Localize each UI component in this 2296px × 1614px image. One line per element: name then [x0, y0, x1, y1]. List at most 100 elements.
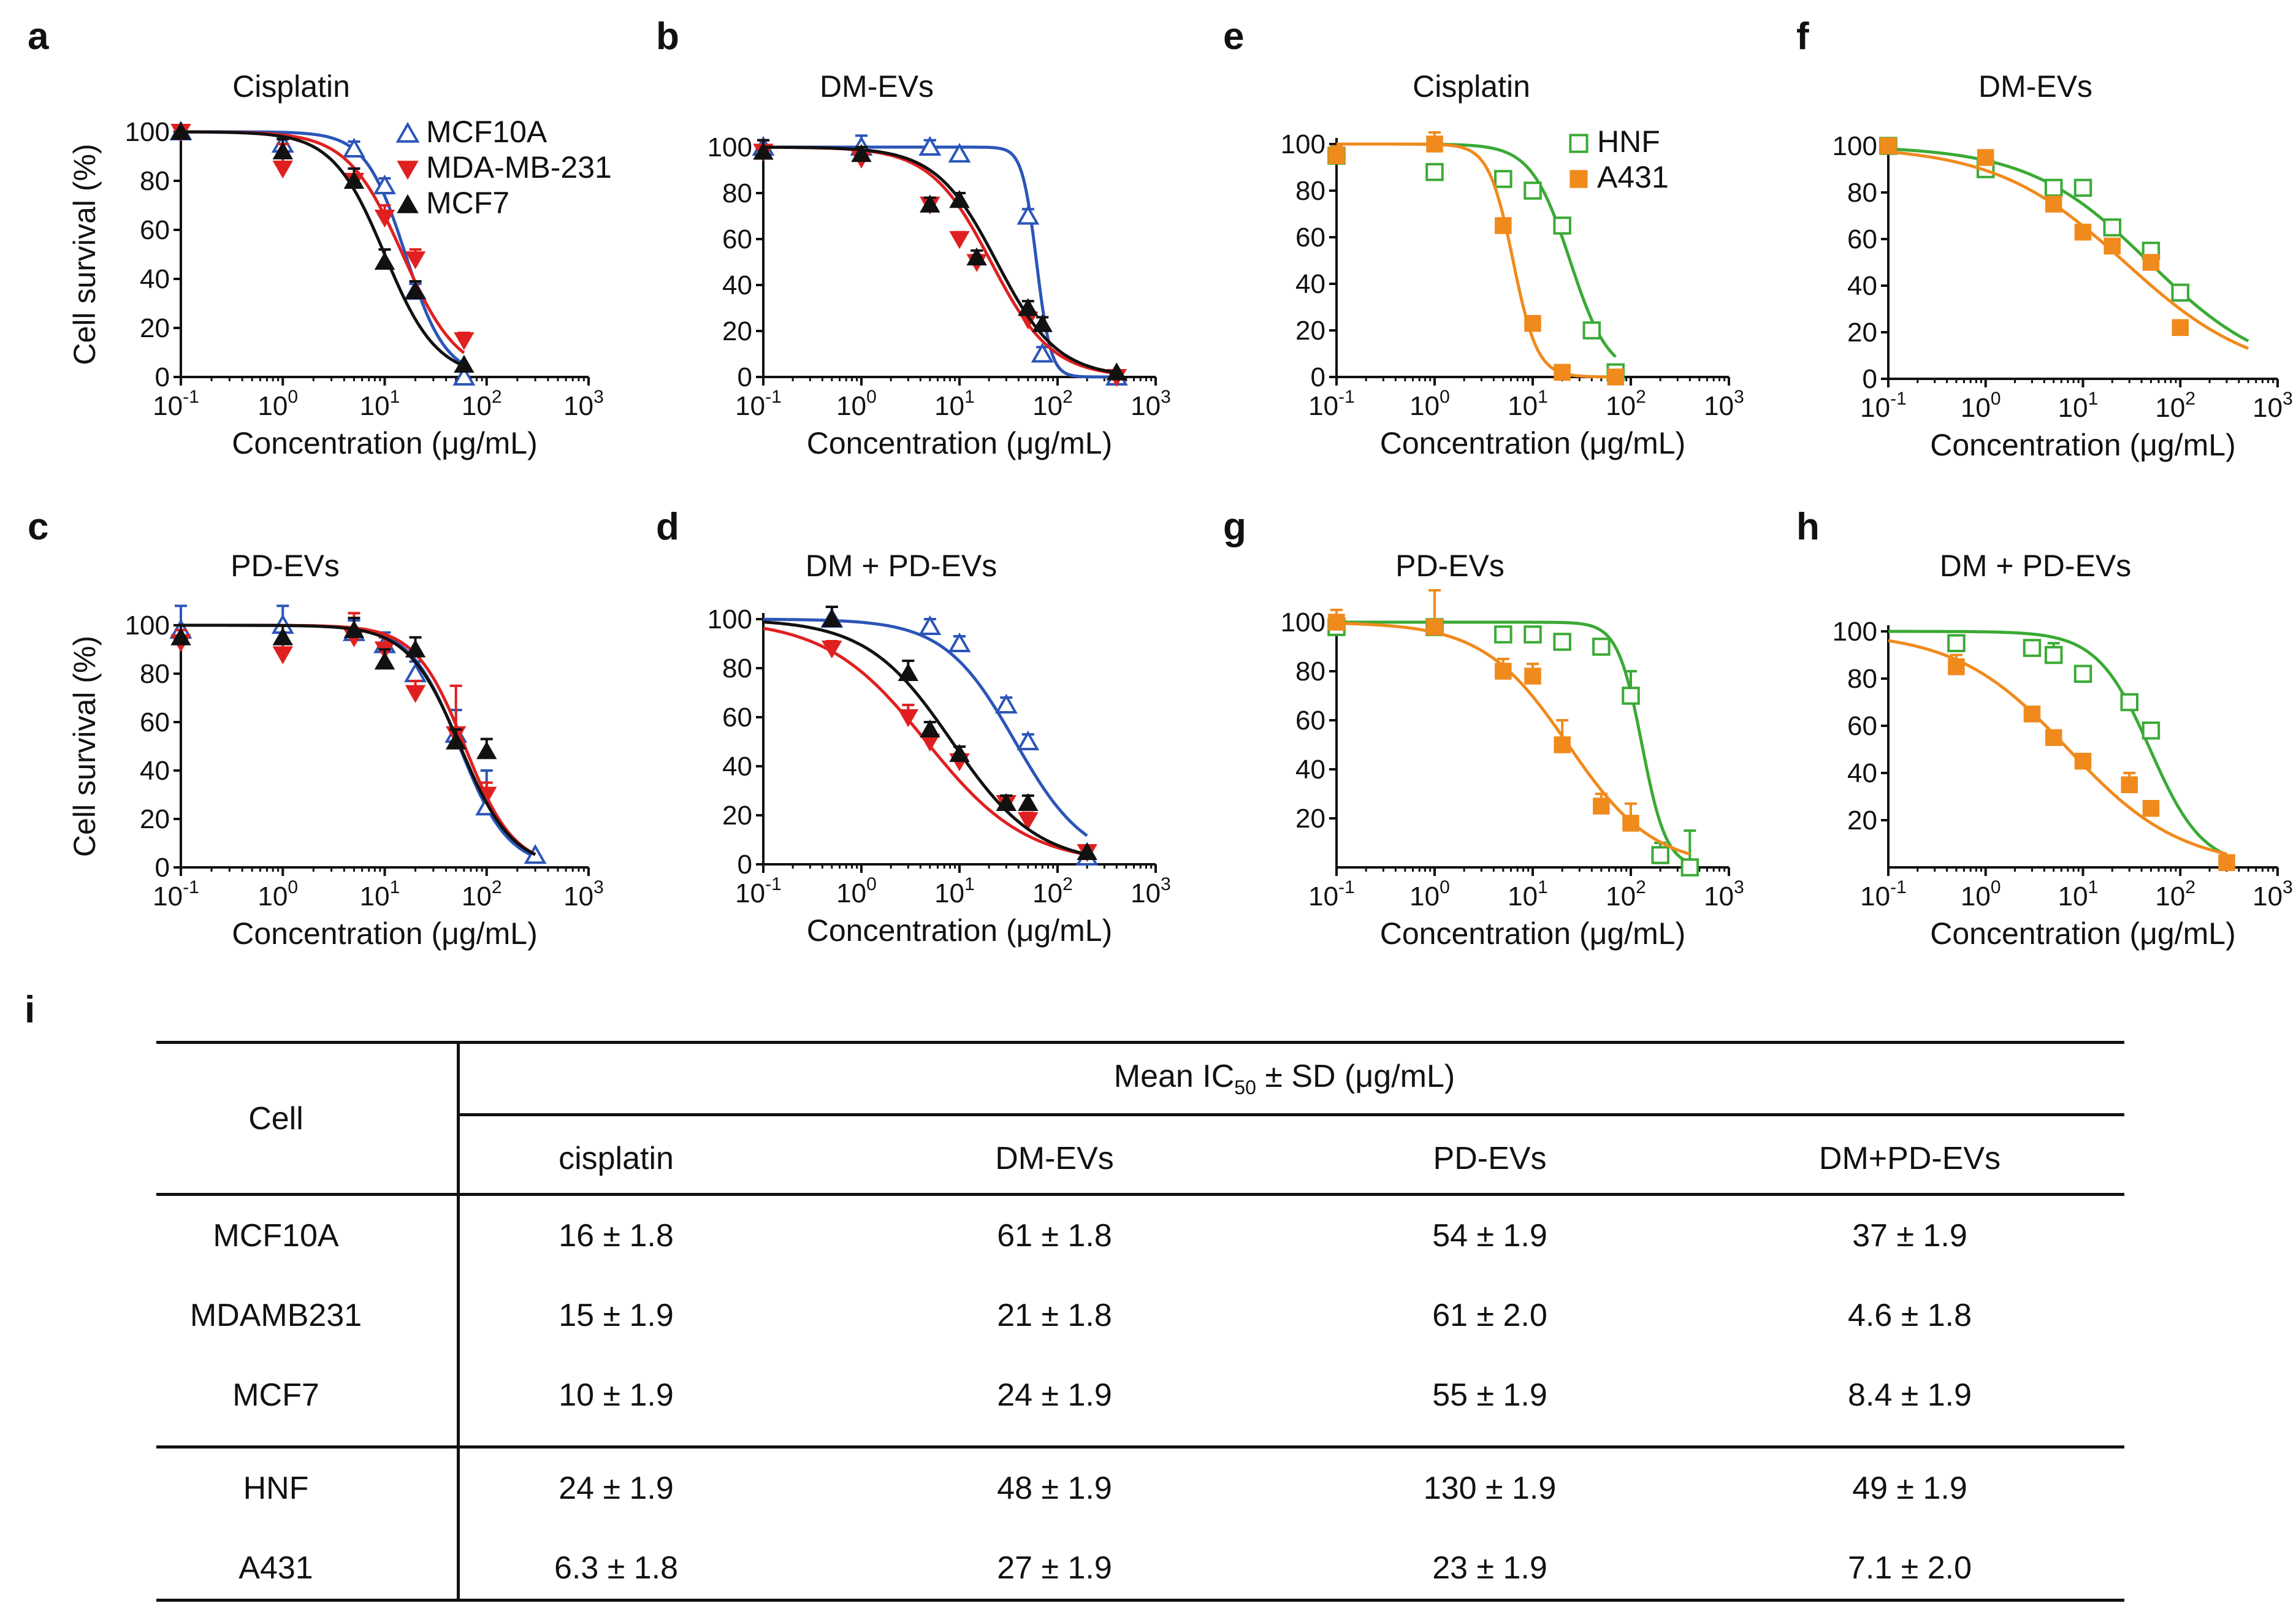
x-tick-label: 101 [360, 387, 400, 421]
x-axis-label: Concentration (μg/mL) [1930, 428, 2235, 462]
y-tick-label: 80 [140, 659, 170, 689]
table-col-header: cisplatin [559, 1141, 674, 1176]
y-tick-label: 60 [1295, 706, 1325, 736]
series-mcf7 [763, 606, 1097, 860]
chart-title: PD-EVs [1395, 549, 1505, 583]
data-point [1328, 147, 1345, 164]
x-tick-label: 10-1 [1308, 877, 1355, 912]
data-point [454, 354, 475, 373]
series-a431 [1888, 639, 2235, 872]
legend-label: HNF [1597, 124, 1660, 159]
y-tick-label: 40 [140, 264, 170, 294]
x-tick-label: 100 [1961, 389, 2001, 423]
y-tick-label: 60 [722, 702, 752, 733]
y-tick-label: 0 [1311, 362, 1325, 392]
data-point [949, 744, 970, 762]
legend-marker [397, 161, 419, 180]
table-cell: 48 ± 1.9 [997, 1471, 1112, 1506]
data-point [1494, 625, 1512, 644]
x-tick-label: 10-1 [735, 387, 782, 421]
series-hnf [1879, 137, 2249, 343]
table-col-header: PD-EVs [1433, 1141, 1547, 1176]
data-point [1607, 368, 1624, 386]
y-tick-label: 100 [125, 611, 170, 641]
y-tick-label: 60 [140, 215, 170, 245]
data-point [920, 194, 940, 213]
data-point [1106, 362, 1127, 381]
chart-title: DM-EVs [1978, 69, 2092, 104]
table-cell: 10 ± 1.9 [559, 1377, 674, 1413]
chart-panel-b: b DM-EVs 0 20 40 60 80 100 10-1 100 101 102 103 Conce… [656, 15, 1171, 460]
x-tick-label: 100 [1409, 877, 1450, 912]
data-point [1553, 633, 1571, 651]
data-point [1077, 842, 1097, 860]
fit-curve [1888, 147, 2249, 343]
fit-curve [181, 623, 536, 859]
data-point [373, 174, 396, 194]
data-point [405, 639, 426, 658]
table-cell: 54 ± 1.9 [1432, 1218, 1547, 1254]
y-tick-label: 0 [738, 362, 752, 392]
data-point [405, 281, 426, 299]
data-point [1426, 619, 1443, 636]
y-tick-label: 80 [1847, 664, 1877, 694]
data-point [1018, 298, 1039, 316]
data-point [374, 651, 395, 670]
table-cell: 37 ± 1.9 [1852, 1218, 1967, 1254]
x-tick-label: 103 [1131, 387, 1171, 421]
table-main-header: Mean IC50 ± SD (μg/mL) [1113, 1059, 1455, 1098]
data-point [996, 793, 1017, 811]
legend-label: MCF7 [426, 186, 509, 220]
table-vertical-rule [457, 1041, 460, 1602]
data-point [1524, 314, 1541, 332]
data-point [1948, 658, 1965, 676]
y-tick-label: 100 [707, 604, 752, 634]
x-axis-label: Concentration (μg/mL) [1930, 916, 2235, 951]
legend-marker [1569, 170, 1588, 188]
data-point [1032, 314, 1053, 332]
chart-panel-c: c PD-EVs 0 20 40 60 80 100 10-1 100 101 102 103 Conce… [28, 506, 604, 951]
data-point [898, 663, 919, 681]
series-mcf7 [753, 139, 1127, 381]
data-point [1680, 858, 1699, 877]
data-point [918, 615, 942, 635]
y-tick-label: 0 [738, 850, 752, 880]
panel-label-g: g [1223, 506, 1246, 548]
data-point [822, 641, 842, 659]
chart-title: Cisplatin [232, 69, 350, 104]
x-tick-label: 102 [1606, 877, 1646, 912]
table-cell: 27 ± 1.9 [997, 1550, 1112, 1586]
x-tick-label: 100 [1409, 387, 1450, 421]
data-point [753, 142, 774, 160]
data-point [1880, 137, 1897, 154]
x-tick-label: 10-1 [1308, 387, 1355, 421]
y-tick-label: 20 [722, 801, 752, 831]
data-point [2044, 645, 2063, 664]
panel-label-c: c [28, 506, 48, 548]
series-a431 [1880, 137, 2249, 350]
data-point [2074, 753, 2092, 770]
series-hnf [1888, 630, 2228, 857]
legend-item: HNF [1569, 124, 1660, 159]
y-tick-label: 0 [155, 362, 170, 392]
x-tick-label: 103 [2252, 877, 2293, 912]
data-point [918, 135, 942, 156]
y-tick-label: 100 [707, 132, 752, 162]
data-point [476, 741, 497, 759]
x-tick-label: 101 [2058, 877, 2099, 912]
x-tick-label: 101 [934, 387, 975, 421]
data-point [1947, 634, 1966, 652]
series-a431 [1328, 589, 1691, 856]
table-cell: 49 ± 1.9 [1852, 1471, 1967, 1506]
series-mcf7 [170, 121, 475, 373]
x-tick-label: 102 [1606, 387, 1646, 421]
data-point [2142, 254, 2160, 271]
x-tick-label: 10-1 [1860, 389, 1907, 423]
fit-curve [1888, 150, 2249, 350]
data-point [2103, 218, 2122, 237]
data-point [272, 627, 293, 645]
data-point [920, 719, 940, 737]
x-axis-label: Concentration (μg/mL) [807, 913, 1112, 948]
data-point [1426, 135, 1443, 153]
